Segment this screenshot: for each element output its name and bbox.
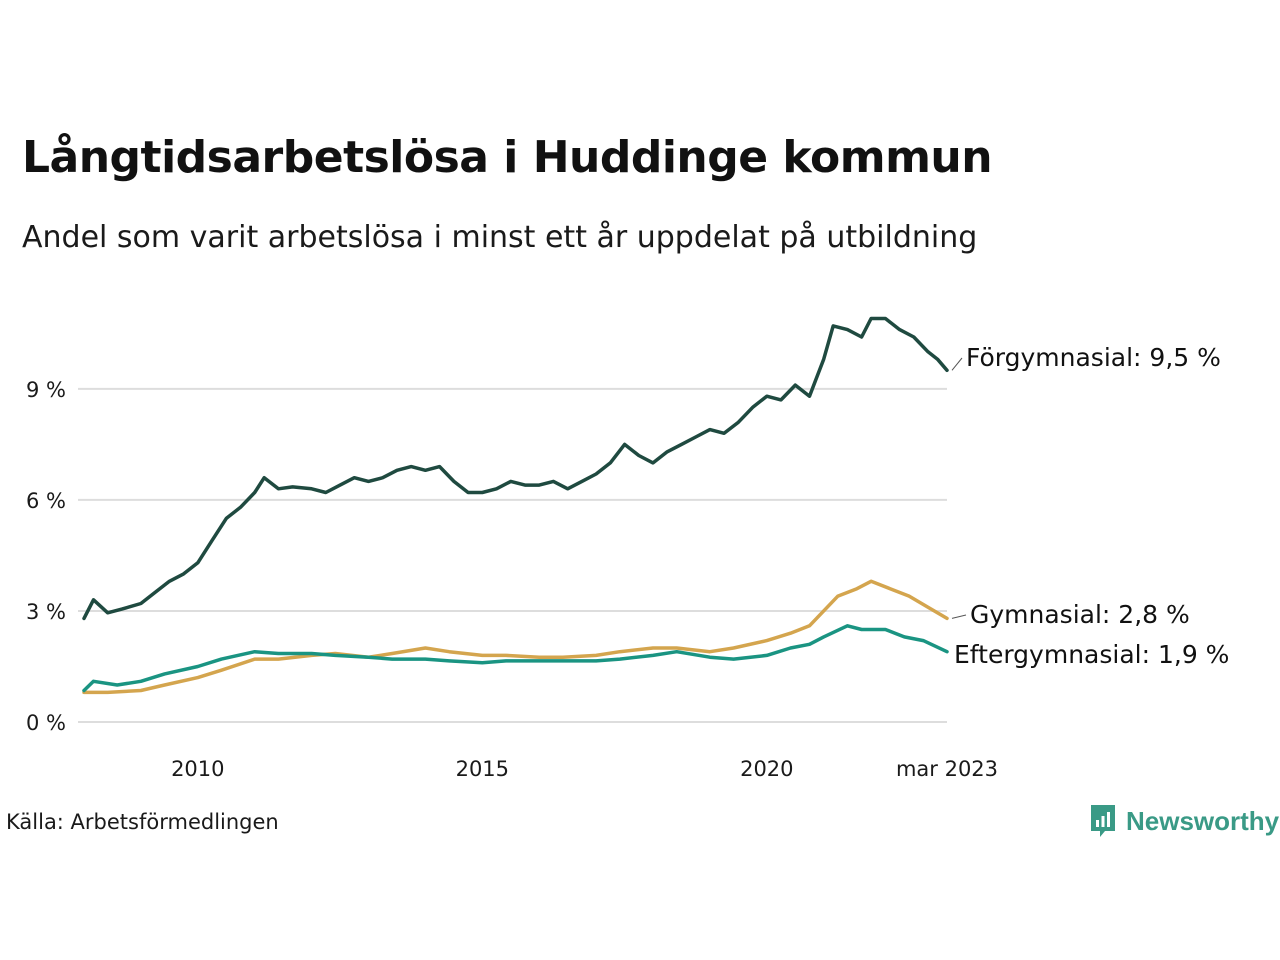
series-end-labels: Förgymnasial: 9,5 % Gymnasial: 2,8 % Efter… (951, 343, 1229, 669)
end-label-eftergymnasial: Eftergymnasial: 1,9 % (954, 640, 1229, 669)
y-axis-ticks: 0 % 3 % 6 % 9 % (26, 378, 66, 735)
brand-name: Newsworthy (1126, 805, 1280, 836)
series-lines (82, 316, 949, 695)
y-tick-label: 6 % (26, 489, 66, 513)
y-tick-label: 3 % (26, 600, 66, 624)
series-line-förgymnasial (82, 316, 949, 621)
x-tick-label: 2020 (740, 757, 793, 781)
y-tick-label: 9 % (26, 378, 66, 402)
source-note: Källa: Arbetsförmedlingen (6, 810, 279, 834)
y-tick-label: 0 % (26, 711, 66, 735)
newsworthy-icon (1091, 805, 1115, 837)
label-connector (951, 614, 967, 619)
chart-subtitle: Andel som varit arbetslösa i minst ett å… (22, 220, 978, 255)
series-line-eftergymnasial (82, 624, 949, 693)
label-connector (951, 357, 963, 371)
x-tick-label: mar 2023 (896, 757, 998, 781)
end-label-förgymnasial: Förgymnasial: 9,5 % (966, 343, 1221, 372)
grid-lines (78, 387, 947, 723)
newsworthy-logo: Newsworthy (1088, 803, 1279, 839)
chart-title: Långtidsarbetslösa i Huddinge kommun (22, 132, 993, 183)
x-tick-label: 2010 (171, 757, 224, 781)
x-tick-label: 2015 (456, 757, 509, 781)
end-label-gymnasial: Gymnasial: 2,8 % (970, 600, 1190, 629)
series-line-gymnasial (82, 579, 949, 695)
x-axis-ticks: 2010 2015 2020 mar 2023 (171, 757, 998, 781)
